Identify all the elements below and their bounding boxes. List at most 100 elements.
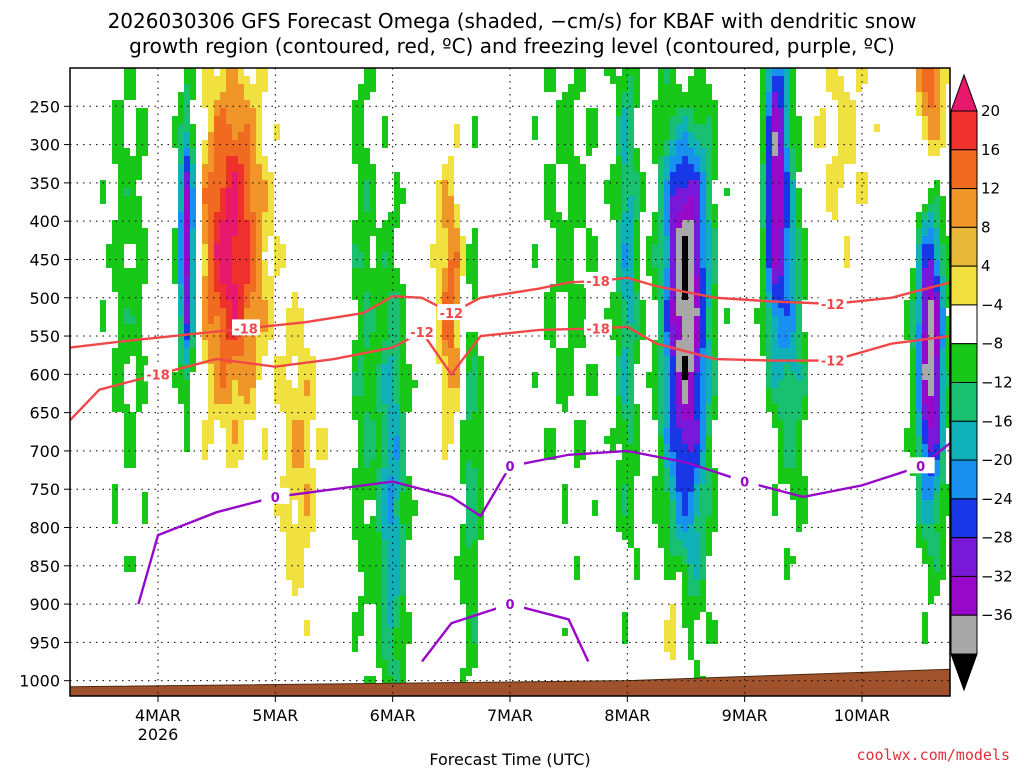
omega-cell [568, 300, 574, 308]
omega-cell [754, 316, 760, 324]
omega-cell [676, 420, 682, 428]
omega-cell [238, 76, 244, 84]
omega-cell [400, 500, 406, 508]
omega-cell [928, 516, 934, 524]
omega-cell [232, 292, 238, 300]
omega-cell [208, 164, 214, 172]
omega-cell [928, 84, 934, 92]
omega-cell [304, 356, 310, 364]
omega-cell [760, 156, 766, 164]
omega-cell [454, 124, 460, 132]
omega-cell [262, 276, 268, 284]
omega-cell [394, 428, 400, 436]
omega-cell [610, 180, 616, 188]
omega-cell [364, 388, 370, 396]
omega-cell [670, 284, 676, 292]
omega-cell [256, 348, 262, 356]
omega-cell [178, 148, 184, 156]
omega-cell [796, 268, 802, 276]
omega-cell [784, 156, 790, 164]
omega-cell [190, 220, 196, 228]
omega-cell [556, 284, 562, 292]
omega-cell [784, 292, 790, 300]
omega-cell [400, 396, 406, 404]
omega-cell [946, 76, 950, 84]
omega-cell [616, 428, 622, 436]
omega-cell [226, 460, 232, 468]
omega-cell [712, 404, 718, 412]
omega-cell [460, 436, 466, 444]
omega-cell [658, 140, 664, 148]
freezing-level-label: 0 [740, 476, 749, 491]
omega-cell [292, 572, 298, 580]
omega-cell [664, 316, 670, 324]
omega-cell [562, 356, 568, 364]
omega-cell [268, 220, 274, 228]
omega-cell [130, 204, 136, 212]
omega-cell [940, 116, 946, 124]
omega-cell [928, 420, 934, 428]
omega-cell [688, 444, 694, 452]
omega-cell [694, 204, 700, 212]
omega-cell [136, 404, 142, 412]
omega-cell [268, 172, 274, 180]
omega-cell [136, 316, 142, 324]
omega-cell [208, 196, 214, 204]
omega-cell [466, 548, 472, 556]
omega-cell [220, 204, 226, 212]
omega-cell [358, 380, 364, 388]
omega-cell [400, 196, 406, 204]
omega-cell [178, 228, 184, 236]
omega-cell [190, 212, 196, 220]
omega-cell [388, 556, 394, 564]
omega-cell [268, 212, 274, 220]
omega-cell [820, 140, 826, 148]
omega-cell [928, 276, 934, 284]
omega-cell [286, 348, 292, 356]
omega-cell [358, 436, 364, 444]
omega-cell [670, 412, 676, 420]
omega-cell [622, 436, 628, 444]
omega-cell [130, 76, 136, 84]
omega-cell [214, 372, 220, 380]
omega-cell [946, 396, 950, 404]
omega-cell [676, 500, 682, 508]
omega-cell [712, 364, 718, 372]
omega-cell [220, 84, 226, 92]
omega-cell [454, 260, 460, 268]
y-tick-label: 300 [29, 136, 60, 155]
omega-cell [112, 276, 118, 284]
omega-cell [466, 332, 472, 340]
omega-cell [928, 148, 934, 156]
omega-cell [394, 212, 400, 220]
omega-cell [706, 228, 712, 236]
omega-cell [118, 372, 124, 380]
omega-cell [670, 612, 676, 620]
credit-text[interactable]: coolwx.com/models [856, 746, 1010, 764]
omega-cell [256, 76, 262, 84]
omega-cell [136, 116, 142, 124]
omega-cell [214, 404, 220, 412]
omega-cell [778, 84, 784, 92]
omega-cell [712, 324, 718, 332]
omega-cell [226, 132, 232, 140]
omega-cell [190, 204, 196, 212]
omega-cell [658, 204, 664, 212]
omega-cell [688, 100, 694, 108]
omega-cell [700, 500, 706, 508]
omega-cell [646, 268, 652, 276]
omega-cell [178, 204, 184, 212]
omega-cell [442, 444, 448, 452]
omega-cell [130, 156, 136, 164]
omega-cell [934, 68, 940, 76]
omega-cell [304, 412, 310, 420]
omega-cell [250, 172, 256, 180]
omega-cell [382, 404, 388, 412]
omega-cell [652, 404, 658, 412]
omega-cell [664, 132, 670, 140]
omega-cell [838, 84, 844, 92]
omega-cell [466, 388, 472, 396]
omega-cell [466, 444, 472, 452]
omega-cell [232, 436, 238, 444]
omega-cell [676, 180, 682, 188]
